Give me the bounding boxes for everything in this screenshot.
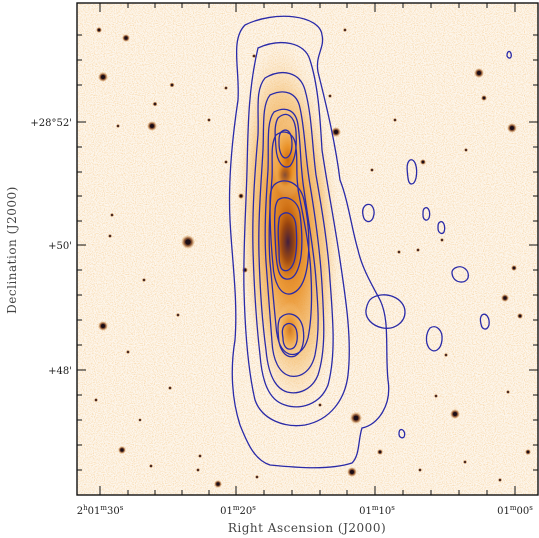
star-core — [465, 149, 467, 151]
y-tick-label-1: +50' — [48, 241, 72, 252]
axis-ticks — [77, 3, 538, 495]
y-axis-title: Declination (J2000) — [5, 186, 19, 314]
star-core — [139, 419, 141, 421]
star-core — [101, 324, 105, 328]
star-core — [154, 103, 156, 105]
star-core — [177, 314, 179, 316]
star-core — [225, 87, 227, 89]
star-core — [510, 126, 514, 130]
star-core — [329, 95, 331, 97]
plot-frame — [76, 2, 539, 496]
star-core — [109, 235, 111, 237]
star-core — [239, 194, 243, 198]
star-core — [435, 395, 437, 397]
star-core — [503, 296, 507, 300]
star-core — [512, 266, 516, 270]
star-core — [419, 469, 421, 471]
star-core — [398, 251, 400, 253]
star-core — [482, 96, 486, 100]
star-core — [111, 214, 113, 216]
star-core — [453, 412, 457, 416]
star-core — [150, 124, 154, 128]
sky-image — [77, 3, 538, 495]
star-core — [208, 119, 210, 121]
star-core — [150, 465, 152, 467]
star-core — [95, 399, 97, 401]
star-core — [169, 387, 171, 389]
star-core — [394, 119, 396, 121]
field-stars — [94, 27, 531, 488]
star-core — [518, 314, 522, 318]
star-core — [526, 450, 530, 454]
x-tick-label-1: 01m20s — [220, 504, 256, 517]
star-core — [199, 455, 201, 457]
star-core — [253, 55, 255, 57]
star-core — [120, 448, 124, 452]
star-core — [225, 161, 227, 163]
star-core — [371, 169, 373, 171]
star-core — [124, 36, 128, 40]
star-core — [477, 71, 481, 75]
star-core — [117, 125, 119, 127]
star-core — [97, 28, 101, 32]
contour-map — [228, 15, 512, 469]
star-core — [185, 239, 191, 245]
x-tick-label-3: 01m00s — [497, 504, 533, 517]
x-tick-label-0: 2h01m30s — [77, 504, 124, 517]
star-core — [216, 482, 220, 486]
star-core — [171, 84, 173, 86]
star-core — [319, 404, 321, 406]
star-core — [353, 415, 359, 421]
star-core — [127, 351, 129, 353]
star-core — [417, 249, 419, 251]
star-core — [464, 461, 466, 463]
x-axis-title: Right Ascension (J2000) — [228, 521, 386, 535]
y-tick-label-2: +48' — [48, 366, 72, 377]
x-tick-label-2: 01m10s — [359, 504, 395, 517]
star-core — [143, 279, 145, 281]
star-core — [197, 469, 199, 471]
star-core — [350, 470, 354, 474]
star-core — [101, 75, 105, 79]
star-core — [421, 160, 425, 164]
star-core — [499, 479, 501, 481]
star-core — [344, 29, 346, 31]
star-core — [507, 391, 509, 393]
star-core — [445, 354, 447, 356]
star-core — [441, 239, 443, 241]
y-tick-label-0: +28°52' — [30, 118, 72, 129]
star-core — [256, 476, 258, 478]
star-core — [378, 450, 382, 454]
star-core — [334, 130, 338, 134]
